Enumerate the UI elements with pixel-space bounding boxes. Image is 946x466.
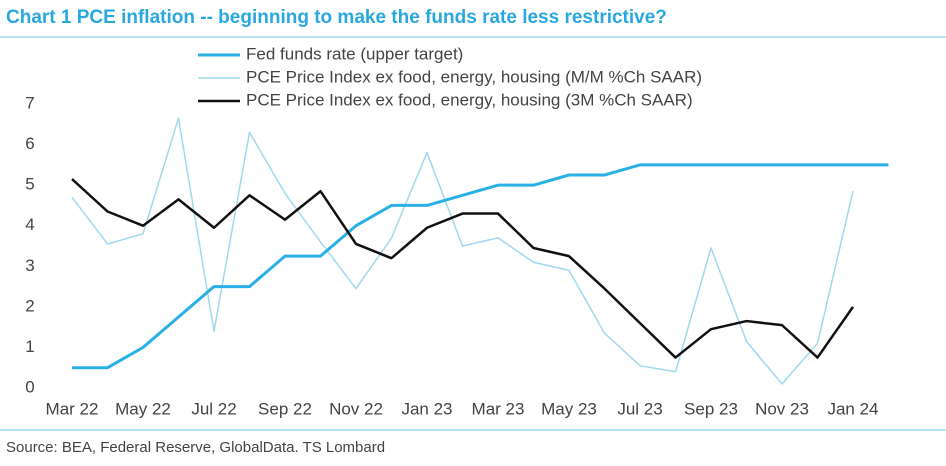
y-tick-label: 4 <box>25 215 34 234</box>
y-tick-label: 1 <box>25 337 34 356</box>
y-tick-label: 0 <box>25 377 34 396</box>
x-tick-label: May 22 <box>115 399 171 418</box>
x-tick-label: Jan 24 <box>827 399 878 418</box>
x-tick-label: Nov 22 <box>329 399 383 418</box>
x-tick-label: Sep 22 <box>258 399 312 418</box>
x-tick-label: Jul 23 <box>617 399 662 418</box>
series-line <box>72 163 889 370</box>
legend-label: PCE Price Index ex food, energy, housing… <box>246 67 702 86</box>
series-line <box>71 117 854 385</box>
y-tick-label: 2 <box>25 296 34 315</box>
y-tick-label: 7 <box>25 93 34 112</box>
legend-label: PCE Price Index ex food, energy, housing… <box>246 90 693 109</box>
legend-label: Fed funds rate (upper target) <box>246 44 463 63</box>
x-tick-label: Mar 23 <box>472 399 525 418</box>
x-tick-label: Jul 22 <box>191 399 236 418</box>
y-tick-label: 3 <box>25 256 34 275</box>
x-tick-label: Jan 23 <box>401 399 452 418</box>
x-tick-label: May 23 <box>541 399 597 418</box>
source-note: Source: BEA, Federal Reserve, GlobalData… <box>6 439 385 456</box>
x-tick-label: Mar 22 <box>46 399 99 418</box>
chart-title: Chart 1 PCE inflation -- beginning to ma… <box>6 7 667 28</box>
x-tick-label: Nov 23 <box>755 399 809 418</box>
series-line <box>71 178 855 359</box>
y-tick-label: 5 <box>25 175 34 194</box>
y-tick-label: 6 <box>25 134 34 153</box>
x-tick-label: Sep 23 <box>684 399 738 418</box>
